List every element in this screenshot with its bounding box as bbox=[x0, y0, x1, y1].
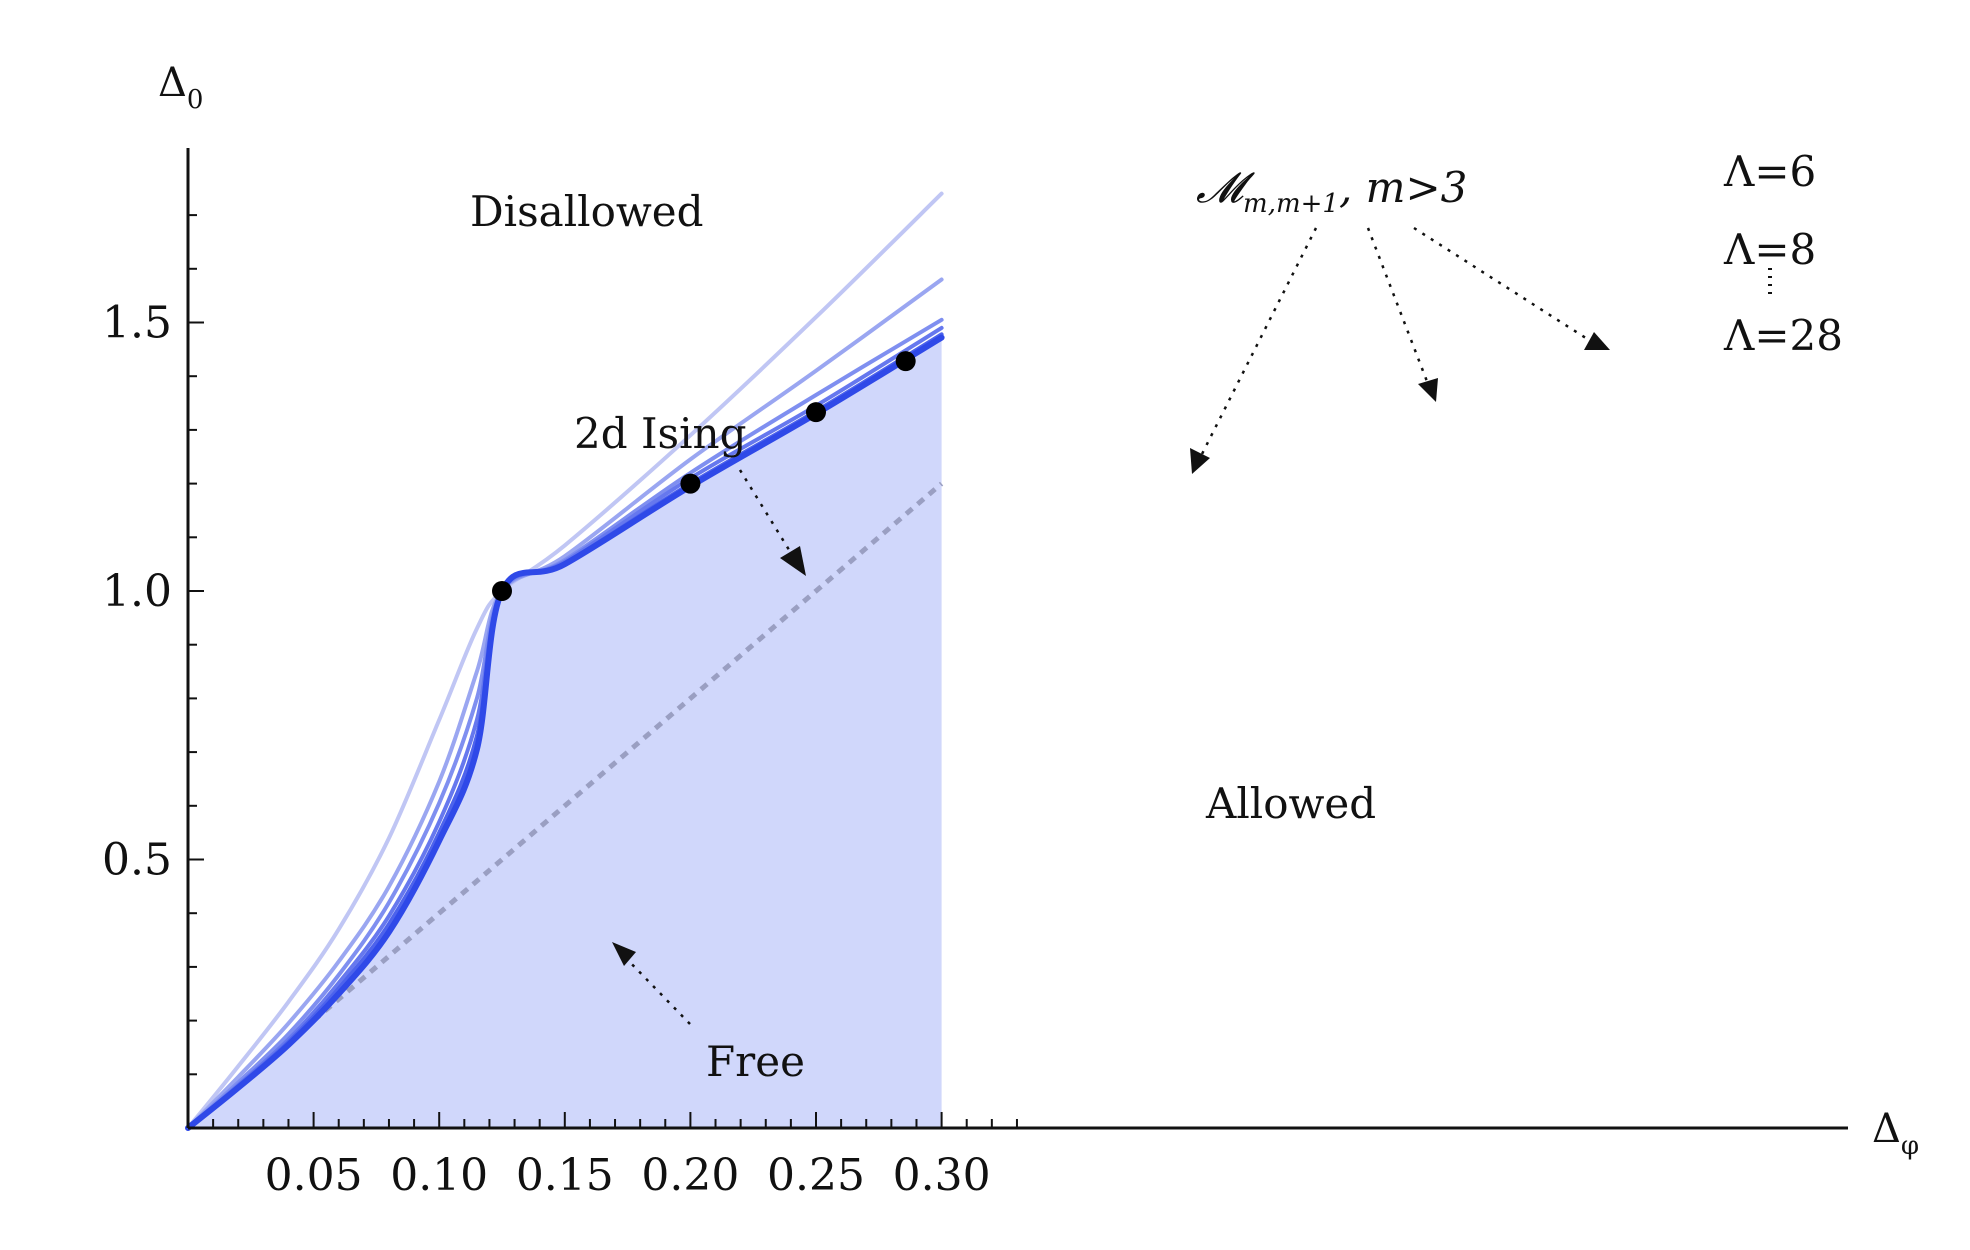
label-allowed: Allowed bbox=[1205, 779, 1376, 828]
bound-curves bbox=[185, 191, 945, 1131]
x-tick-label: 0.30 bbox=[893, 1150, 991, 1201]
x-tick-label: 0.20 bbox=[641, 1150, 739, 1201]
label-minimal-models: 𝓜m,m+1, m>3 bbox=[1196, 163, 1467, 219]
label-lambda-6: Λ=6 bbox=[1723, 147, 1816, 196]
bound-curve-3 bbox=[186, 317, 944, 1130]
x-tick-label: 0.15 bbox=[516, 1150, 614, 1201]
x-tick-label: 0.05 bbox=[265, 1150, 363, 1201]
bound-curve-4 bbox=[186, 325, 944, 1130]
x-tick-label: 0.10 bbox=[390, 1150, 488, 1201]
data-point-4 bbox=[895, 351, 916, 372]
data-point-1 bbox=[492, 581, 512, 601]
x-axis-title: Δφ bbox=[1872, 1106, 1919, 1161]
arrow-head-mm-2 bbox=[1418, 378, 1438, 402]
arrow-head-mm-1 bbox=[1190, 448, 1210, 474]
arrow-mm-3 bbox=[1413, 226, 1593, 344]
arrow-head-ising bbox=[780, 546, 806, 576]
arrow-mm-2 bbox=[1366, 227, 1430, 385]
bound-curve-1 bbox=[186, 191, 944, 1130]
y-axis-title: Δ0 bbox=[158, 60, 203, 115]
x-ticks: 0.05 0.10 0.15 0.20 0.25 0.30 bbox=[212, 1112, 1018, 1201]
x-tick-label: 0.25 bbox=[767, 1150, 865, 1201]
annotation-arrows bbox=[621, 226, 1772, 1025]
allowed-region-fill bbox=[188, 337, 942, 1128]
bound-curve-6 bbox=[185, 334, 945, 1131]
label-disallowed: Disallowed bbox=[470, 187, 704, 236]
y-tick-label: 1.5 bbox=[102, 298, 172, 349]
label-ising: 2d Ising bbox=[574, 409, 746, 458]
bound-curve-2 bbox=[186, 277, 944, 1130]
label-lambda-8: Λ=8 bbox=[1723, 225, 1816, 274]
allowed-region bbox=[188, 337, 942, 1128]
y-ticks: 0.5 1.0 1.5 bbox=[102, 214, 204, 1076]
y-tick-label: 0.5 bbox=[102, 835, 172, 886]
label-free: Free bbox=[706, 1037, 805, 1086]
data-points bbox=[492, 351, 916, 601]
data-point-2 bbox=[680, 473, 701, 494]
arrow-free bbox=[621, 953, 691, 1025]
arrow-mm-1 bbox=[1198, 227, 1318, 459]
arrow-head-free bbox=[612, 942, 636, 966]
label-lambda-28: Λ=28 bbox=[1723, 311, 1843, 360]
arrow-head-mm-3 bbox=[1584, 332, 1610, 350]
y-tick-label: 1.0 bbox=[102, 566, 172, 617]
data-point-3 bbox=[806, 402, 826, 423]
arrow-heads bbox=[612, 332, 1610, 966]
arrow-ising bbox=[738, 469, 796, 559]
